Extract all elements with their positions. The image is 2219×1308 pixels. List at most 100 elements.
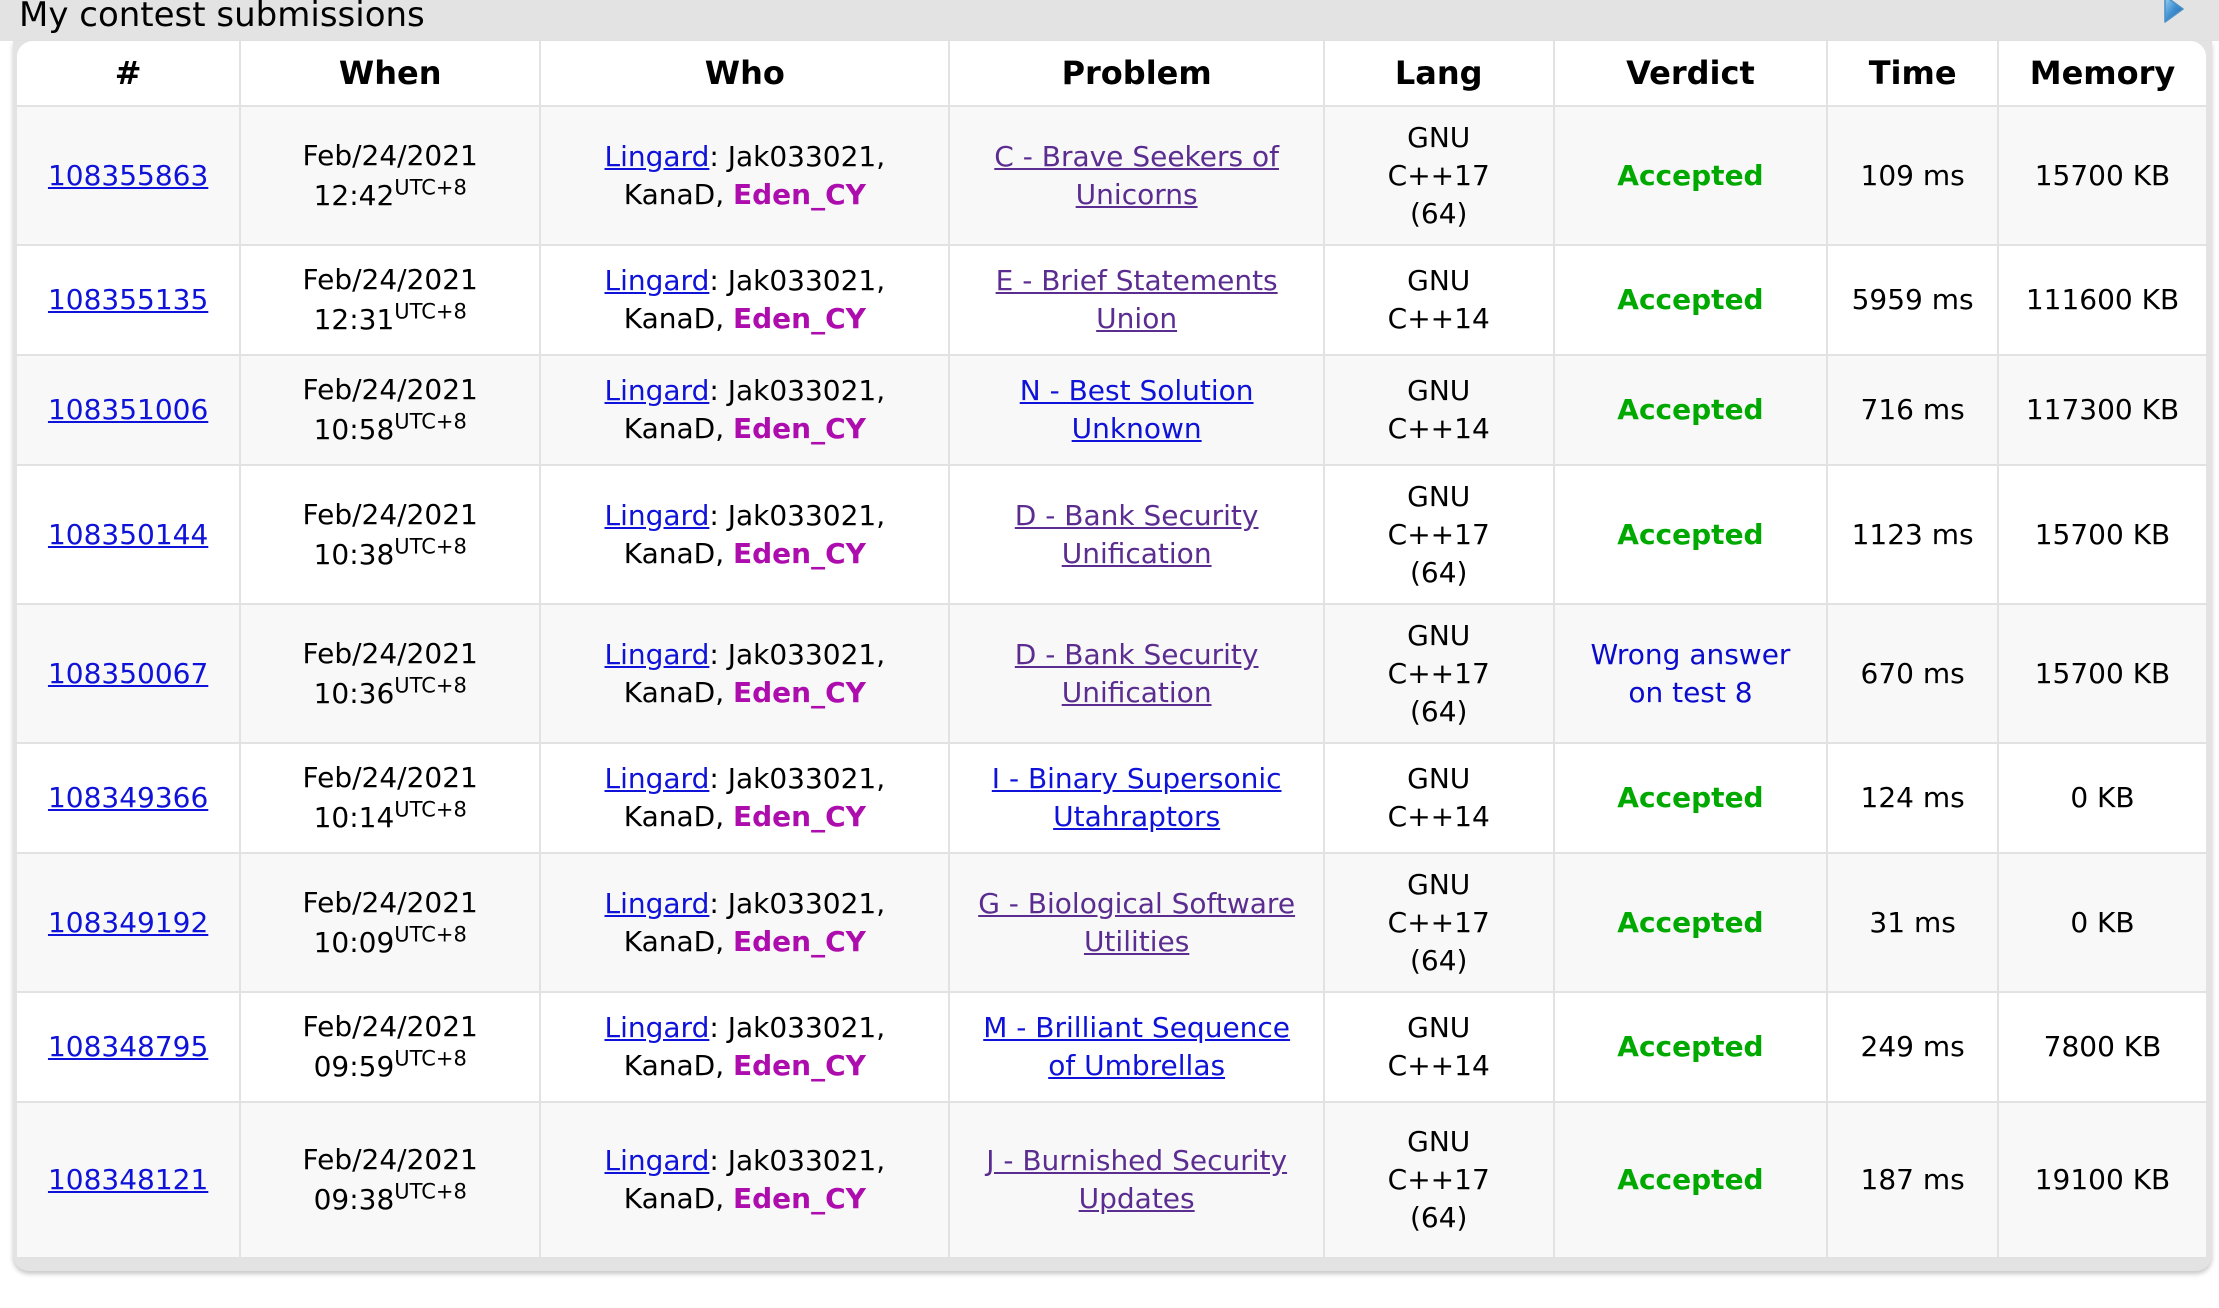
user-handle[interactable]: Eden_CY xyxy=(733,177,866,211)
submission-time: 12:42 xyxy=(313,178,395,212)
team-link[interactable]: Lingard xyxy=(604,264,710,297)
submission-link[interactable]: 108349366 xyxy=(47,781,209,814)
team-members: : Jak033021, KanaD, xyxy=(623,886,886,958)
verdict-label: Accepted xyxy=(1617,393,1764,426)
timezone-label: UTC+8 xyxy=(394,797,467,822)
verdict-label: Accepted xyxy=(1617,158,1764,192)
table-row: 108355135 Feb/24/2021 12:31UTC+8 Lingard… xyxy=(17,245,2206,356)
language-label: GNU C++17 (64) xyxy=(1387,867,1490,977)
language-label: GNU C++14 xyxy=(1387,1011,1490,1082)
team-link[interactable]: Lingard xyxy=(604,139,710,173)
submission-time: 09:38 xyxy=(313,1183,395,1216)
submission-date: Feb/24/2021 xyxy=(302,373,478,406)
problem-link[interactable]: E - Brief Statements Union xyxy=(995,264,1278,335)
column-header-memory: Memory xyxy=(1998,41,2206,107)
table-row: 108348121 Feb/24/2021 09:38UTC+8 Lingard… xyxy=(17,1102,2206,1259)
exec-time: 5959 ms xyxy=(1851,283,1974,316)
language-label: GNU C++17 (64) xyxy=(1387,120,1490,230)
exec-time: 1123 ms xyxy=(1851,517,1974,551)
team-link[interactable]: Lingard xyxy=(604,1011,710,1044)
problem-link[interactable]: D - Bank Security Unification xyxy=(1014,498,1259,570)
memory-used: 117300 KB xyxy=(2025,393,2180,426)
language-label: GNU C++14 xyxy=(1387,374,1490,445)
user-handle[interactable]: Eden_CY xyxy=(733,924,866,958)
table-row: 108350067 Feb/24/2021 10:36UTC+8 Lingard… xyxy=(17,604,2206,744)
submission-link[interactable]: 108350067 xyxy=(47,656,209,690)
user-handle[interactable]: Eden_CY xyxy=(733,1049,866,1082)
memory-used: 111600 KB xyxy=(2025,283,2180,316)
submission-link[interactable]: 108349192 xyxy=(47,905,209,939)
team-members: : Jak033021, KanaD, xyxy=(623,498,886,570)
language-label: GNU C++17 (64) xyxy=(1387,1125,1490,1234)
exec-time: 124 ms xyxy=(1860,781,1965,814)
user-handle[interactable]: Eden_CY xyxy=(733,800,866,833)
memory-used: 19100 KB xyxy=(2034,1163,2171,1196)
submission-link[interactable]: 108351006 xyxy=(47,393,209,426)
submission-time: 10:58 xyxy=(313,413,395,446)
problem-link[interactable]: N - Best Solution Unknown xyxy=(1019,374,1254,445)
column-header-lang: Lang xyxy=(1323,41,1555,107)
problem-link[interactable]: M - Brilliant Sequence of Umbrellas xyxy=(983,1011,1291,1082)
exec-time: 109 ms xyxy=(1860,158,1965,192)
memory-used: 15700 KB xyxy=(2034,158,2171,192)
table-row: 108349366 Feb/24/2021 10:14UTC+8 Lingard… xyxy=(17,743,2206,854)
timezone-label: UTC+8 xyxy=(394,409,467,434)
submissions-table-box: # When Who Problem Lang Verdict Time Mem… xyxy=(17,41,2206,1259)
timezone-label: UTC+8 xyxy=(394,922,467,947)
table-row: 108348795 Feb/24/2021 09:59UTC+8 Lingard… xyxy=(17,992,2206,1103)
submission-time: 10:38 xyxy=(313,537,395,571)
submission-time: 10:09 xyxy=(313,925,395,959)
submission-link[interactable]: 108355863 xyxy=(47,158,209,192)
submissions-datatable-frame: # When Who Problem Lang Verdict Time Mem… xyxy=(13,41,2212,1271)
submission-link[interactable]: 108348121 xyxy=(47,1163,209,1196)
verdict-label: Accepted xyxy=(1617,517,1764,551)
submission-date: Feb/24/2021 xyxy=(302,263,478,296)
exec-time: 187 ms xyxy=(1860,1163,1965,1196)
user-handle[interactable]: Eden_CY xyxy=(733,1182,866,1215)
problem-link[interactable]: D - Bank Security Unification xyxy=(1014,637,1259,709)
problem-link[interactable]: I - Binary Supersonic Utahraptors xyxy=(991,762,1282,833)
submission-date: Feb/24/2021 xyxy=(302,885,478,919)
submission-link[interactable]: 108348795 xyxy=(47,1030,209,1063)
submission-time: 12:31 xyxy=(313,303,395,336)
user-handle[interactable]: Eden_CY xyxy=(733,412,866,445)
submission-date: Feb/24/2021 xyxy=(302,1010,478,1043)
user-handle[interactable]: Eden_CY xyxy=(733,536,866,570)
column-header-when: When xyxy=(240,41,542,107)
timezone-label: UTC+8 xyxy=(394,175,467,200)
problem-link[interactable]: G - Biological Software Utilities xyxy=(978,886,1296,958)
table-row: 108351006 Feb/24/2021 10:58UTC+8 Lingard… xyxy=(17,355,2206,466)
team-link[interactable]: Lingard xyxy=(604,374,710,407)
team-link[interactable]: Lingard xyxy=(604,637,710,671)
table-row: 108350144 Feb/24/2021 10:38UTC+8 Lingard… xyxy=(17,465,2206,605)
verdict-label: Accepted xyxy=(1617,1030,1764,1063)
submission-date: Feb/24/2021 xyxy=(302,636,478,670)
submission-link[interactable]: 108355135 xyxy=(47,283,209,316)
language-label: GNU C++14 xyxy=(1387,264,1490,335)
timezone-label: UTC+8 xyxy=(394,1046,467,1071)
proceed-arrow-icon[interactable] xyxy=(2162,0,2186,24)
header-row: # When Who Problem Lang Verdict Time Mem… xyxy=(17,41,2206,107)
user-handle[interactable]: Eden_CY xyxy=(733,675,866,709)
team-link[interactable]: Lingard xyxy=(604,762,710,795)
submission-link[interactable]: 108350144 xyxy=(47,517,209,551)
timezone-label: UTC+8 xyxy=(394,534,467,559)
team-link[interactable]: Lingard xyxy=(604,886,710,920)
problem-link[interactable]: J - Burnished Security Updates xyxy=(986,1144,1288,1215)
memory-used: 7800 KB xyxy=(2043,1030,2162,1063)
team-members: : Jak033021, KanaD, xyxy=(623,762,886,833)
verdict-label: Accepted xyxy=(1617,781,1764,814)
column-header-problem: Problem xyxy=(949,41,1325,107)
team-members: : Jak033021, KanaD, xyxy=(623,637,886,709)
problem-link[interactable]: C - Brave Seekers of Unicorns xyxy=(994,139,1279,211)
team-link[interactable]: Lingard xyxy=(604,1144,710,1177)
user-handle[interactable]: Eden_CY xyxy=(733,302,866,335)
datatable-caption-band: My contest submissions xyxy=(0,0,2219,41)
timezone-label: UTC+8 xyxy=(394,673,467,698)
verdict-label: Wrong answer on test 8 xyxy=(1590,637,1791,709)
team-link[interactable]: Lingard xyxy=(604,498,710,532)
memory-used: 0 KB xyxy=(2070,905,2135,939)
table-row: 108355863 Feb/24/2021 12:42UTC+8 Lingard… xyxy=(17,106,2206,246)
team-members: : Jak033021, KanaD, xyxy=(623,139,886,211)
team-members: : Jak033021, KanaD, xyxy=(623,1144,886,1215)
